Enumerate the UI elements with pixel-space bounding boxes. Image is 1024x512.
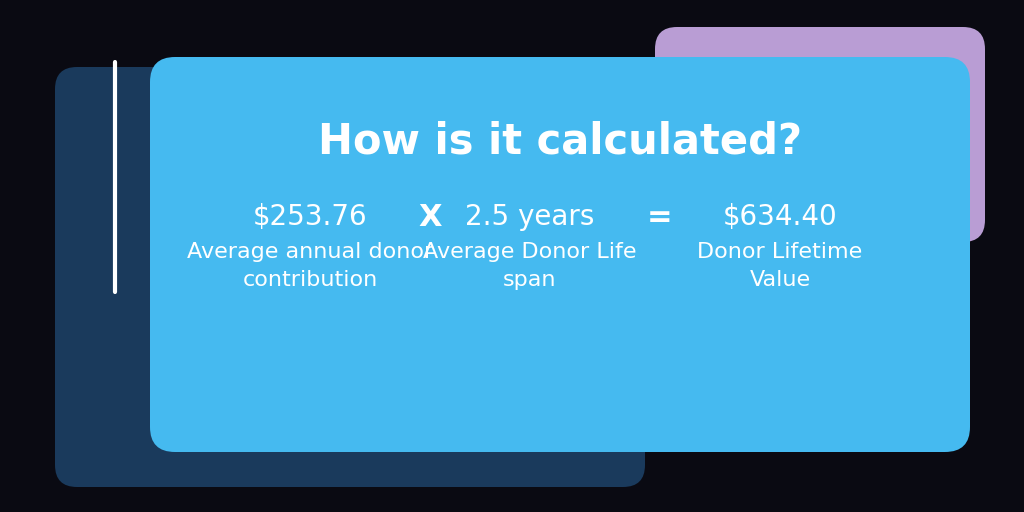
Text: $634.40: $634.40 [723,203,838,231]
FancyBboxPatch shape [150,57,970,452]
FancyBboxPatch shape [55,67,645,487]
Text: 2.5 years: 2.5 years [465,203,595,231]
Text: Donor Lifetime: Donor Lifetime [697,242,862,262]
FancyBboxPatch shape [655,27,985,242]
Text: Average annual donor: Average annual donor [186,242,433,262]
Text: X: X [418,203,441,231]
Text: contribution: contribution [243,270,378,290]
Text: =: = [647,203,673,231]
Text: Average Donor Life: Average Donor Life [423,242,637,262]
Text: span: span [503,270,557,290]
Text: $253.76: $253.76 [253,203,368,231]
Text: Value: Value [750,270,811,290]
Text: How is it calculated?: How is it calculated? [317,121,802,163]
